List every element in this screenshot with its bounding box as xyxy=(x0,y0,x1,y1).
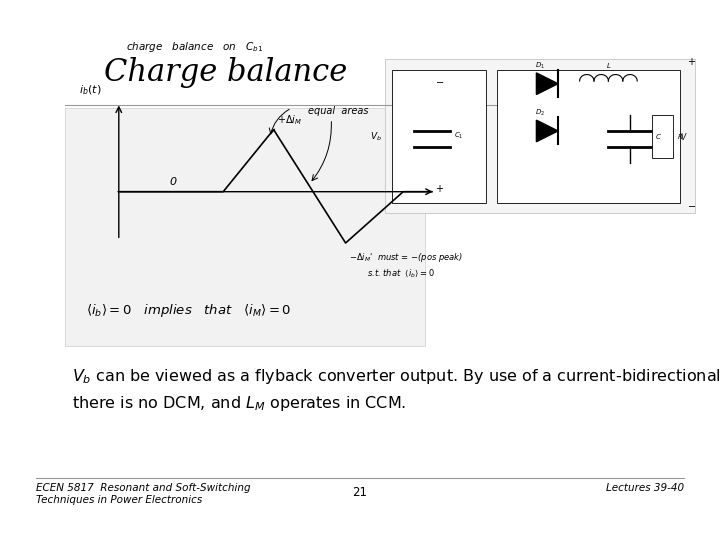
Text: $+$: $+$ xyxy=(687,56,696,67)
FancyBboxPatch shape xyxy=(385,59,695,213)
Text: $-\Delta i_M$'  must = $-$(pos peak): $-\Delta i_M$' must = $-$(pos peak) xyxy=(349,251,463,264)
Text: $V$: $V$ xyxy=(680,131,688,142)
Text: there is no DCM, and $L_M$ operates in CCM.: there is no DCM, and $L_M$ operates in C… xyxy=(72,394,406,413)
Text: s.t. that  $\langle i_b \rangle = 0$: s.t. that $\langle i_b \rangle = 0$ xyxy=(367,267,435,279)
Text: $L$: $L$ xyxy=(606,60,611,70)
FancyBboxPatch shape xyxy=(392,70,486,202)
Text: $-$: $-$ xyxy=(687,200,696,210)
Text: $D_1$: $D_1$ xyxy=(535,60,545,71)
Text: $C_1$: $C_1$ xyxy=(454,131,463,141)
Text: $D_2$: $D_2$ xyxy=(535,108,545,118)
Text: Charge balance: Charge balance xyxy=(104,57,348,87)
FancyBboxPatch shape xyxy=(652,115,673,158)
Text: $+\Delta i_M$: $+\Delta i_M$ xyxy=(277,113,302,127)
Text: $R$: $R$ xyxy=(677,132,683,141)
Polygon shape xyxy=(536,73,558,94)
Text: $C$: $C$ xyxy=(655,132,662,141)
Text: $-$: $-$ xyxy=(435,76,444,86)
Text: ECEN 5817  Resonant and Soft-Switching
Techniques in Power Electronics: ECEN 5817 Resonant and Soft-Switching Te… xyxy=(36,483,251,505)
Text: $i_b(t)$: $i_b(t)$ xyxy=(79,84,102,97)
Text: $V_b$ can be viewed as a flyback converter output. By use of a current-bidirecti: $V_b$ can be viewed as a flyback convert… xyxy=(72,367,720,386)
Polygon shape xyxy=(536,120,558,142)
Text: equal  areas: equal areas xyxy=(308,106,369,116)
FancyBboxPatch shape xyxy=(497,70,680,202)
Text: $V_b$: $V_b$ xyxy=(369,130,382,143)
Text: charge   balance   on   $C_{b1}$: charge balance on $C_{b1}$ xyxy=(126,40,264,54)
Text: 21: 21 xyxy=(353,486,367,499)
Text: $\langle i_b \rangle = 0$   implies   that   $\langle i_M \rangle = 0$: $\langle i_b \rangle = 0$ implies that $… xyxy=(86,302,292,319)
Text: 0: 0 xyxy=(169,177,176,187)
Text: Lectures 39-40: Lectures 39-40 xyxy=(606,483,684,494)
Text: $+$: $+$ xyxy=(435,183,444,194)
FancyBboxPatch shape xyxy=(65,108,425,346)
